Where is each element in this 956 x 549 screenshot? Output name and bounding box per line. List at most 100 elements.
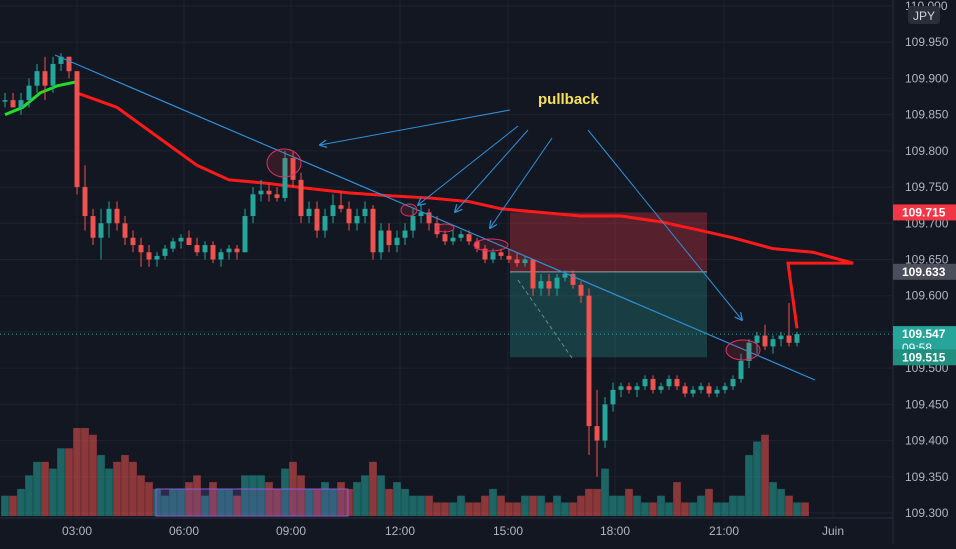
candle-body xyxy=(658,386,664,390)
volume-bar xyxy=(9,495,17,516)
candle-body xyxy=(170,241,176,249)
candle-body xyxy=(778,335,784,340)
volume-bar xyxy=(537,495,545,516)
volume-bar xyxy=(569,502,577,516)
candle-body xyxy=(362,208,368,217)
volume-bar xyxy=(153,488,161,516)
volume-bar xyxy=(601,468,609,516)
candle-body xyxy=(18,100,24,108)
candle-body xyxy=(762,335,768,347)
time-tick-label: 09:00 xyxy=(276,524,306,538)
candle-body xyxy=(418,212,424,217)
candle-body xyxy=(682,386,688,394)
volume-bar xyxy=(273,488,281,516)
volume-bar xyxy=(281,468,289,516)
volume-bar xyxy=(777,488,785,516)
volume-bar xyxy=(409,495,417,516)
volume-bar xyxy=(41,461,49,516)
volume-bar xyxy=(425,495,433,516)
volume-bar xyxy=(561,502,569,516)
candle-body xyxy=(754,335,760,343)
candle-body xyxy=(330,205,336,217)
time-tick-label: 15:00 xyxy=(493,524,523,538)
candle-body xyxy=(770,339,776,347)
candle-body xyxy=(730,379,736,387)
candle-body xyxy=(162,248,168,256)
price-label-box xyxy=(893,263,956,280)
candle-body xyxy=(82,187,88,217)
volume-selection-box xyxy=(155,488,349,517)
volume-bar xyxy=(681,502,689,516)
volume-bar xyxy=(89,434,97,516)
candle-body xyxy=(202,245,208,253)
candle-body xyxy=(466,234,472,242)
candle-body xyxy=(506,255,512,260)
candle-body xyxy=(722,386,728,390)
candle-body xyxy=(314,208,320,231)
candle-body xyxy=(258,190,264,195)
volume-bar xyxy=(369,461,377,516)
price-label-value: 109.633 xyxy=(902,265,946,279)
candle-body xyxy=(306,208,312,217)
time-axis[interactable]: 03:00 06:00 09:00 12:00 15:00 18:00 21:00 Juin xyxy=(0,517,893,538)
candle-body xyxy=(10,100,16,108)
candle-body xyxy=(106,208,112,224)
candle-body xyxy=(122,223,128,238)
volume-bar xyxy=(785,495,793,516)
volume-bar xyxy=(225,488,233,516)
candle-body xyxy=(146,252,152,260)
volume-bar xyxy=(753,441,761,516)
candle-body xyxy=(354,216,360,224)
stop-loss-zone xyxy=(510,212,707,272)
candle-body xyxy=(634,386,640,390)
volume-bar xyxy=(465,502,473,516)
volume-bar xyxy=(305,488,313,516)
volume-bar xyxy=(169,488,177,516)
volume-bar xyxy=(361,475,369,516)
volume-bar xyxy=(473,502,481,516)
volume-bar xyxy=(241,475,249,516)
candle-body xyxy=(602,404,608,441)
time-tick-label: 18:00 xyxy=(600,524,630,538)
price-tick-label: 109.950 xyxy=(905,35,949,49)
candle-body xyxy=(218,252,224,260)
annotation-arrow xyxy=(587,129,742,320)
candle-body xyxy=(554,277,560,289)
grid-lines xyxy=(0,0,893,518)
volume-bar xyxy=(97,455,105,516)
volume-bar xyxy=(385,488,393,516)
candle-body xyxy=(794,334,800,343)
candle-body xyxy=(394,237,400,246)
volume-bar xyxy=(137,475,145,516)
price-label-value: 109.515 xyxy=(902,350,946,364)
candle-body xyxy=(594,426,600,441)
volume-bar xyxy=(481,495,489,516)
pullback-annotation[interactable]: pullback xyxy=(538,91,600,108)
candle-body xyxy=(434,223,440,235)
volume-bar xyxy=(297,475,305,516)
candle-body xyxy=(322,216,328,231)
candle-body xyxy=(706,386,712,394)
volume-bar xyxy=(345,488,353,516)
candle-body xyxy=(530,259,536,289)
candle-body xyxy=(74,71,80,188)
highlight-circle xyxy=(725,339,761,361)
volume-bar xyxy=(513,502,521,516)
projection-line xyxy=(517,279,573,359)
volume-bar xyxy=(57,448,65,516)
candle-body xyxy=(626,386,632,390)
volume-bar xyxy=(257,475,265,516)
price-tick-label: 109.850 xyxy=(905,108,949,122)
candle-body xyxy=(450,237,456,242)
currency-badge: JPY xyxy=(908,6,940,24)
volume-bar xyxy=(593,488,601,516)
annotation-arrow xyxy=(455,129,529,212)
candle-body xyxy=(498,252,504,256)
volume-bar xyxy=(697,495,705,516)
price-tick-label: 109.750 xyxy=(905,180,949,194)
volume-bar xyxy=(553,495,561,516)
volume-bar xyxy=(665,502,673,516)
